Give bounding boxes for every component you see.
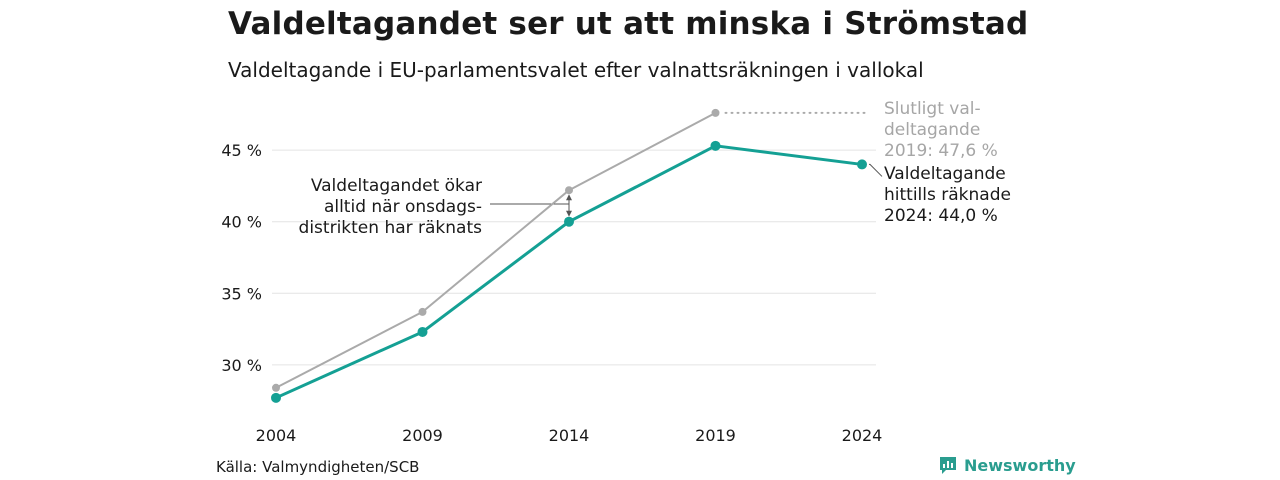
x-tick-label: 2014 [549, 426, 590, 445]
x-tick-label: 2019 [695, 426, 736, 445]
note-line: Valdeltagandet ökar [311, 176, 482, 196]
source-note: Källa: Valmyndigheten/SCB [216, 458, 420, 476]
data-point-final [711, 108, 720, 117]
final-label-line: Slutligt val- [884, 99, 981, 119]
y-tick-label: 35 % [221, 284, 262, 303]
note-line: distrikten har räknats [299, 218, 483, 238]
counted-label-line: 2024: 44,0 % [884, 206, 998, 226]
y-tick-label: 30 % [221, 356, 262, 375]
chart-title: Valdeltagandet ser ut att minska i Ström… [228, 6, 1029, 42]
brand-name: Newsworthy [964, 455, 1076, 475]
data-point-final [418, 307, 427, 316]
note-line: alltid när onsdags- [324, 197, 482, 217]
data-point-counted [417, 326, 428, 337]
data-point-counted [271, 392, 281, 403]
data-point-counted [710, 140, 721, 151]
brand-logo: Newsworthy [938, 455, 1076, 475]
data-point-final [565, 186, 573, 195]
bar-chart-speech-icon [940, 457, 956, 474]
final-label-line: 2019: 47,6 % [884, 141, 998, 161]
series-line-final [275, 111, 717, 389]
note-arrow-up [566, 194, 572, 201]
data-point-final [272, 383, 280, 392]
counted-label-connector [869, 163, 883, 177]
x-tick-label: 2009 [402, 426, 443, 445]
counted-label-line: Valdeltagande [884, 164, 1006, 184]
final-label-line: deltagande [884, 120, 980, 140]
y-tick-label: 40 % [221, 213, 262, 232]
chart-subtitle: Valdeltagande i EU-parlamentsvalet efter… [228, 58, 924, 82]
x-tick-label: 2024 [842, 426, 883, 445]
x-tick-label: 2004 [256, 426, 297, 445]
counted-label-line: hittills räknade [884, 185, 1011, 205]
y-tick-label: 45 % [221, 141, 262, 160]
data-point-counted [564, 216, 574, 227]
note-arrow-down [566, 210, 572, 217]
data-point-counted [857, 159, 867, 170]
